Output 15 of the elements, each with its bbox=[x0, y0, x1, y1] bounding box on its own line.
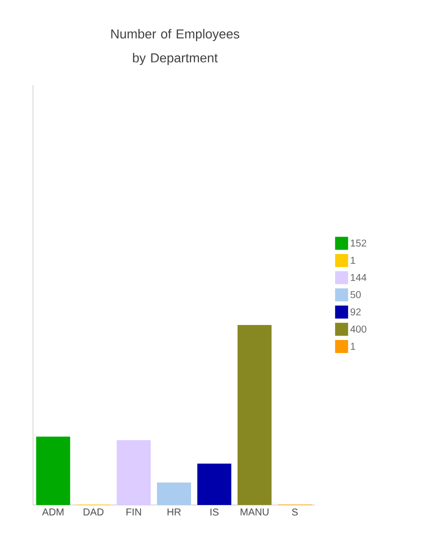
x-tick-label: ADM bbox=[42, 508, 64, 516]
x-tick-label: FIN bbox=[126, 508, 141, 516]
x-tick-label: MANU bbox=[240, 508, 268, 516]
x-tick-label: IS bbox=[210, 508, 219, 516]
legend-label: 50 bbox=[350, 291, 361, 298]
x-tick-label: HR bbox=[168, 508, 181, 516]
x-tick-label: S bbox=[292, 508, 298, 516]
legend-label: 400 bbox=[350, 326, 366, 333]
legend-label: 144 bbox=[350, 274, 366, 281]
chart-title: Number of Employees by Department bbox=[111, 28, 240, 65]
legend-label: 152 bbox=[350, 240, 366, 247]
legend-label: 1 bbox=[350, 342, 356, 350]
legend-label: 92 bbox=[350, 308, 361, 316]
legend-label: 1 bbox=[350, 256, 356, 264]
x-tick-label: DAD bbox=[84, 508, 104, 516]
